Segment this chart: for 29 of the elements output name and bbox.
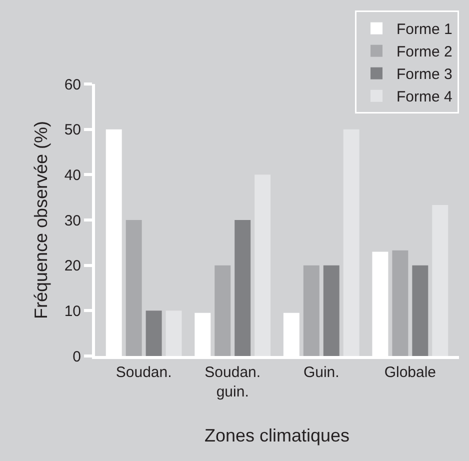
legend-label: Forme 4	[396, 88, 452, 106]
bar	[234, 220, 251, 356]
legend-label: Forme 3	[396, 66, 452, 84]
bar	[146, 310, 162, 356]
x-tick-label: Globale	[384, 364, 436, 381]
legend-label: Forme 2	[396, 44, 452, 61]
bar	[412, 265, 428, 356]
x-axis-title: Zones climatiques	[204, 426, 350, 446]
legend-label: Forme 1	[396, 21, 452, 38]
bar	[323, 265, 340, 356]
bar	[432, 205, 448, 356]
y-tick-label: 40	[64, 166, 81, 184]
y-tick-label: 50	[64, 122, 81, 139]
bar	[126, 220, 142, 356]
bar	[303, 265, 320, 356]
y-tick-label: 60	[64, 76, 81, 94]
bar	[254, 174, 271, 356]
bar	[343, 129, 360, 356]
bar	[214, 265, 231, 356]
y-tick-label: 10	[64, 302, 81, 320]
y-axis-title: Fréquence observée (%)	[31, 120, 51, 320]
x-tick-label: Soudan. guin.	[204, 364, 261, 400]
x-tick-label: Guin.	[303, 364, 340, 381]
y-tick-label: 0	[72, 348, 81, 366]
bar	[392, 250, 408, 356]
y-tick-label: 30	[64, 212, 81, 230]
y-tick-label: 20	[64, 258, 81, 275]
bar	[166, 310, 182, 356]
x-tick-label: Soudan.	[116, 364, 172, 381]
